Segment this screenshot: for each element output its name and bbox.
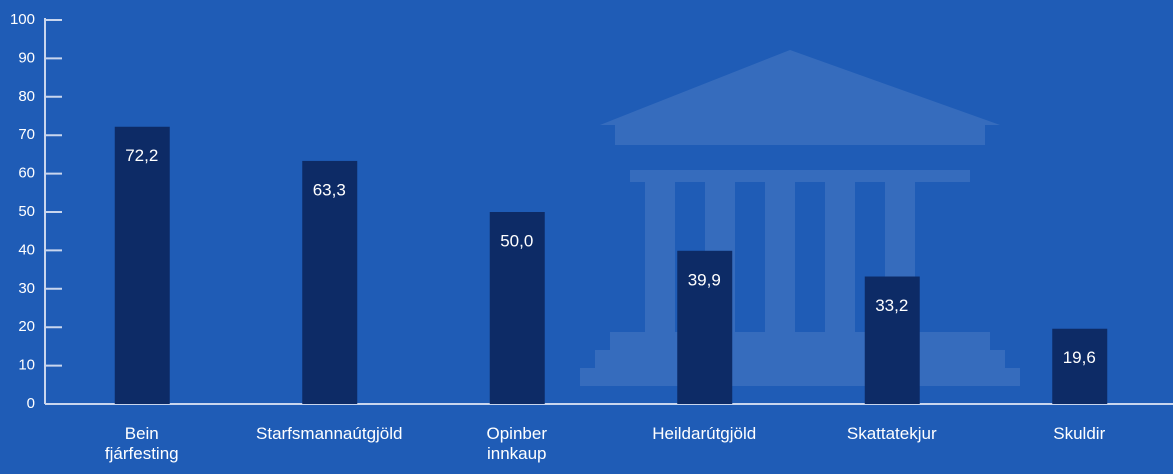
y-tick-label: 40 bbox=[18, 241, 35, 258]
value-label: 72,2 bbox=[125, 146, 158, 165]
bar bbox=[114, 126, 170, 404]
x-tick-label: Starfsmannaútgjöld bbox=[256, 424, 403, 443]
y-tick-label: 10 bbox=[18, 357, 35, 374]
y-tick-label: 90 bbox=[18, 49, 35, 66]
x-tick-label: Skattatekjur bbox=[846, 424, 937, 443]
y-tick-label: 60 bbox=[18, 165, 35, 182]
y-tick-label: 100 bbox=[10, 11, 35, 28]
x-tick-label: Bein fjárfesting bbox=[104, 424, 179, 463]
bar bbox=[302, 160, 358, 404]
y-tick-label: 80 bbox=[18, 88, 35, 105]
x-tick-label: Opinber innkaup bbox=[486, 424, 547, 463]
value-label: 39,9 bbox=[688, 270, 721, 289]
value-label: 19,6 bbox=[1063, 348, 1096, 367]
value-label: 33,2 bbox=[875, 296, 908, 315]
background-temple bbox=[580, 50, 1020, 386]
x-tick-label: Skuldir bbox=[1053, 424, 1106, 443]
bar bbox=[489, 212, 545, 404]
y-tick-label: 70 bbox=[18, 126, 35, 143]
x-tick-label: Heildarútgjöld bbox=[652, 424, 757, 443]
y-tick-label: 0 bbox=[27, 395, 35, 412]
y-tick-label: 30 bbox=[18, 280, 35, 297]
y-tick-label: 50 bbox=[18, 203, 35, 220]
bar bbox=[864, 276, 920, 404]
bar bbox=[677, 250, 733, 404]
value-label: 63,3 bbox=[313, 180, 346, 199]
value-label: 50,0 bbox=[500, 231, 533, 250]
y-tick-label: 20 bbox=[18, 318, 35, 335]
bar bbox=[1052, 328, 1108, 404]
